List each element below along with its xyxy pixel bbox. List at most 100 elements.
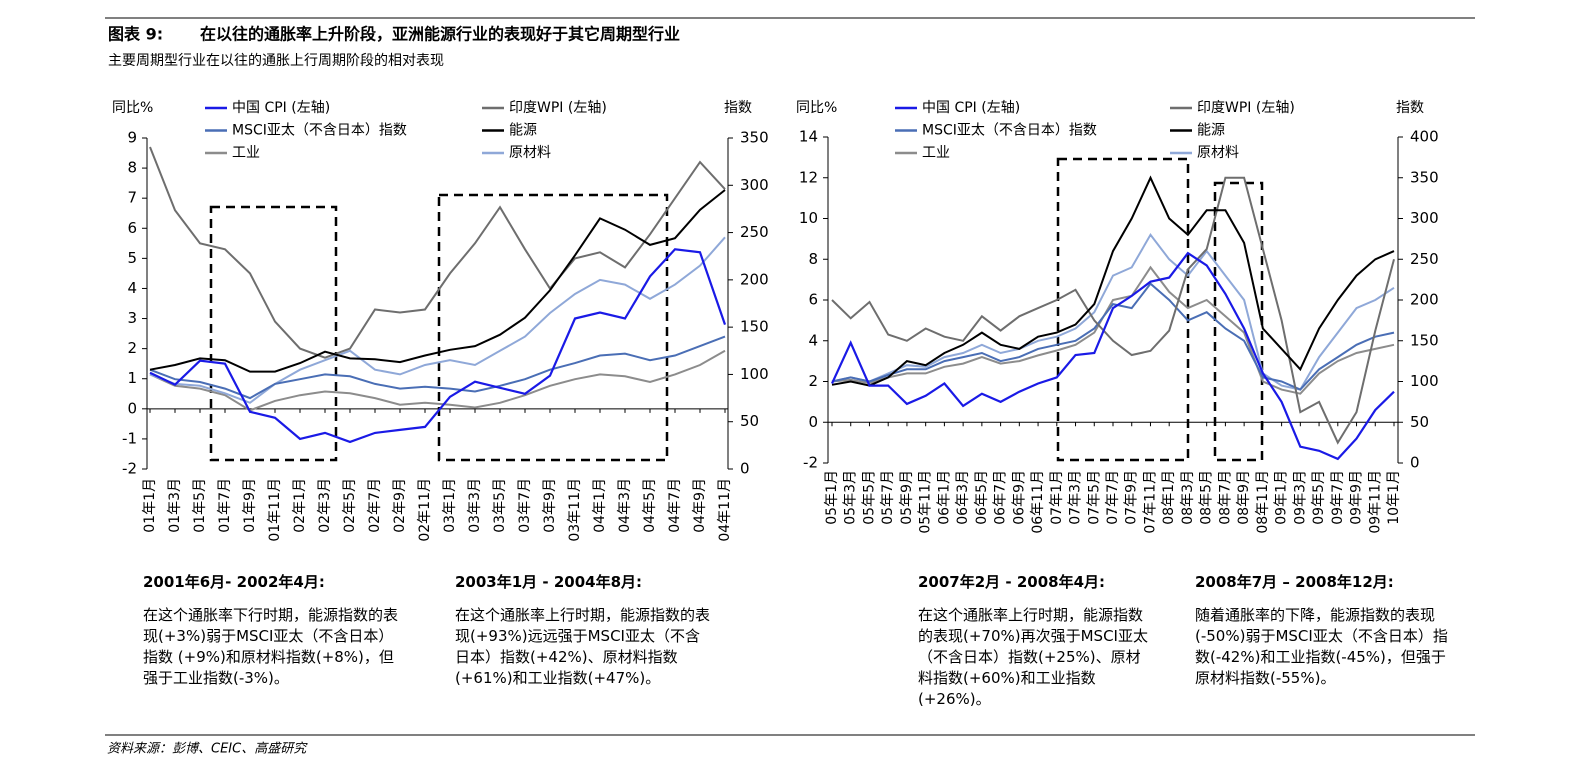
y2-tick-label: 200 [1410, 291, 1439, 309]
y-tick-label: 2 [127, 339, 137, 357]
x-tick-label: 01年9月 [242, 478, 258, 533]
note: 2008年7月 – 2008年12月: 随着通胀率的下降，能源指数的表现(-50%… [1195, 572, 1457, 689]
x-tick-label: 09年11月 [1367, 470, 1383, 534]
y-tick-label: 12 [799, 168, 818, 186]
note-title: 2001年6月- 2002年4月: [143, 573, 325, 591]
y-tick-label: 0 [127, 399, 137, 417]
x-tick-label: 07年1月 [1049, 470, 1065, 525]
series-line [831, 175, 1395, 387]
y2-tick-label: 100 [1410, 372, 1439, 390]
x-tick-label: 02年3月 [317, 478, 333, 533]
series-line [831, 265, 1395, 395]
x-tick-label: 04年9月 [692, 478, 708, 533]
y-tick-label: 3 [127, 309, 137, 327]
x-tick-label: 05年1月 [824, 470, 840, 525]
figure-label: 图表 9: [108, 25, 163, 44]
series-line [831, 232, 1395, 391]
series-line [831, 282, 1395, 391]
x-tick-label: 03年3月 [467, 478, 483, 533]
x-tick-label: 03年5月 [492, 478, 508, 533]
series-line [831, 251, 1395, 461]
x-tick-label: 08年3月 [1180, 470, 1196, 525]
x-tick-label: 07年3月 [1068, 470, 1084, 525]
x-tick-label: 06年5月 [974, 470, 990, 525]
x-tick-label: 09年3月 [1292, 470, 1308, 525]
series-line [149, 248, 727, 444]
y2-tick-label: 400 [1410, 128, 1439, 146]
y2-tick-label: 350 [1410, 168, 1439, 186]
x-tick-label: 06年9月 [1011, 470, 1027, 525]
y2-tick-label: 300 [740, 176, 769, 194]
y2-axis-label: 指数 [724, 100, 752, 116]
series-line [149, 335, 726, 400]
y-tick-label: 4 [127, 279, 137, 297]
x-tick-label: 03年9月 [542, 478, 558, 533]
x-tick-label: 08年1月 [1161, 470, 1177, 525]
x-tick-label: 08年11月 [1255, 470, 1271, 534]
y2-tick-label: 50 [740, 412, 759, 430]
y-tick-label: 6 [127, 219, 137, 237]
y-tick-label: 6 [808, 291, 818, 309]
x-tick-label: 01年7月 [217, 478, 233, 533]
legend-label: 工业 [922, 145, 950, 161]
x-tick-label: 09年5月 [1311, 470, 1327, 525]
note: 2007年2月 - 2008年4月: 在这个通胀率上行时期，能源指数的表现(+70… [918, 572, 1148, 710]
y-tick-label: 4 [808, 331, 818, 349]
x-tick-label: 03年11月 [567, 478, 583, 542]
series-line [149, 236, 726, 404]
x-tick-label: 01年1月 [142, 478, 158, 533]
legend-label: 能源 [1197, 123, 1225, 139]
x-tick-label: 03年1月 [442, 478, 458, 533]
x-tick-label: 05年9月 [899, 470, 915, 525]
y-tick-label: 0 [808, 413, 818, 431]
y2-axis-label: 指数 [1396, 100, 1424, 116]
legend-label: 能源 [509, 123, 537, 139]
x-tick-label: 07年9月 [1124, 470, 1140, 525]
y-tick-label: 1 [127, 369, 137, 387]
x-tick-label: 10年1月 [1386, 470, 1402, 525]
series-line [831, 176, 1395, 445]
y2-tick-label: 250 [1410, 250, 1439, 268]
x-tick-label: 09年1月 [1274, 470, 1290, 525]
x-tick-label: 04年7月 [667, 478, 683, 533]
legend-label: 原材料 [509, 145, 551, 161]
figure-subtitle: 主要周期型行业在以往的通胀上行周期阶段的相对表现 [108, 53, 444, 69]
x-tick-label: 02年7月 [367, 478, 383, 533]
figure-title: 在以往的通胀率上升阶段，亚洲能源行业的表现好于其它周期型行业 [200, 25, 680, 44]
x-tick-label: 02年9月 [392, 478, 408, 533]
highlight-box [437, 193, 669, 462]
y2-tick-label: 150 [740, 318, 769, 336]
x-tick-label: 08年7月 [1217, 470, 1233, 525]
x-tick-label: 06年11月 [1030, 470, 1046, 534]
x-tick-label: 05年3月 [843, 470, 859, 525]
y-tick-label: 10 [799, 209, 818, 227]
x-tick-label: 06年1月 [936, 470, 952, 525]
y2-tick-label: 0 [1410, 454, 1420, 472]
series-line [149, 349, 726, 412]
x-tick-label: 03年7月 [517, 478, 533, 533]
y2-tick-label: 300 [1410, 209, 1439, 227]
y2-tick-label: 250 [740, 223, 769, 241]
note-title: 2003年1月 - 2004年8月: [455, 573, 643, 591]
legend-label: 中国 CPI (左轴) [922, 100, 1020, 116]
x-tick-label: 07年7月 [1105, 470, 1121, 525]
note-text: 在这个通胀率上行时期，能源指数的表现(+93%)远远强于MSCI亚太（不含日本）… [455, 606, 711, 687]
highlight-box [1056, 157, 1190, 462]
x-tick-label: 01年11月 [267, 478, 283, 542]
y2-tick-label: 150 [1410, 331, 1439, 349]
x-tick-label: 02年11月 [417, 478, 433, 542]
y-tick-label: -2 [122, 460, 137, 478]
x-tick-label: 05年11月 [918, 470, 934, 534]
x-tick-label: 05年5月 [861, 470, 877, 525]
y2-tick-label: 0 [740, 460, 750, 478]
x-tick-label: 06年3月 [955, 470, 971, 525]
y2-tick-label: 200 [740, 270, 769, 288]
highlight-box [209, 205, 338, 462]
y-tick-label: 8 [808, 250, 818, 268]
legend-label: 工业 [232, 145, 260, 161]
legend-label: 原材料 [1197, 145, 1239, 161]
x-tick-label: 02年5月 [342, 478, 358, 533]
legend-label: MSCI亚太（不含日本）指数 [922, 123, 1097, 139]
highlight-box [1213, 181, 1264, 462]
